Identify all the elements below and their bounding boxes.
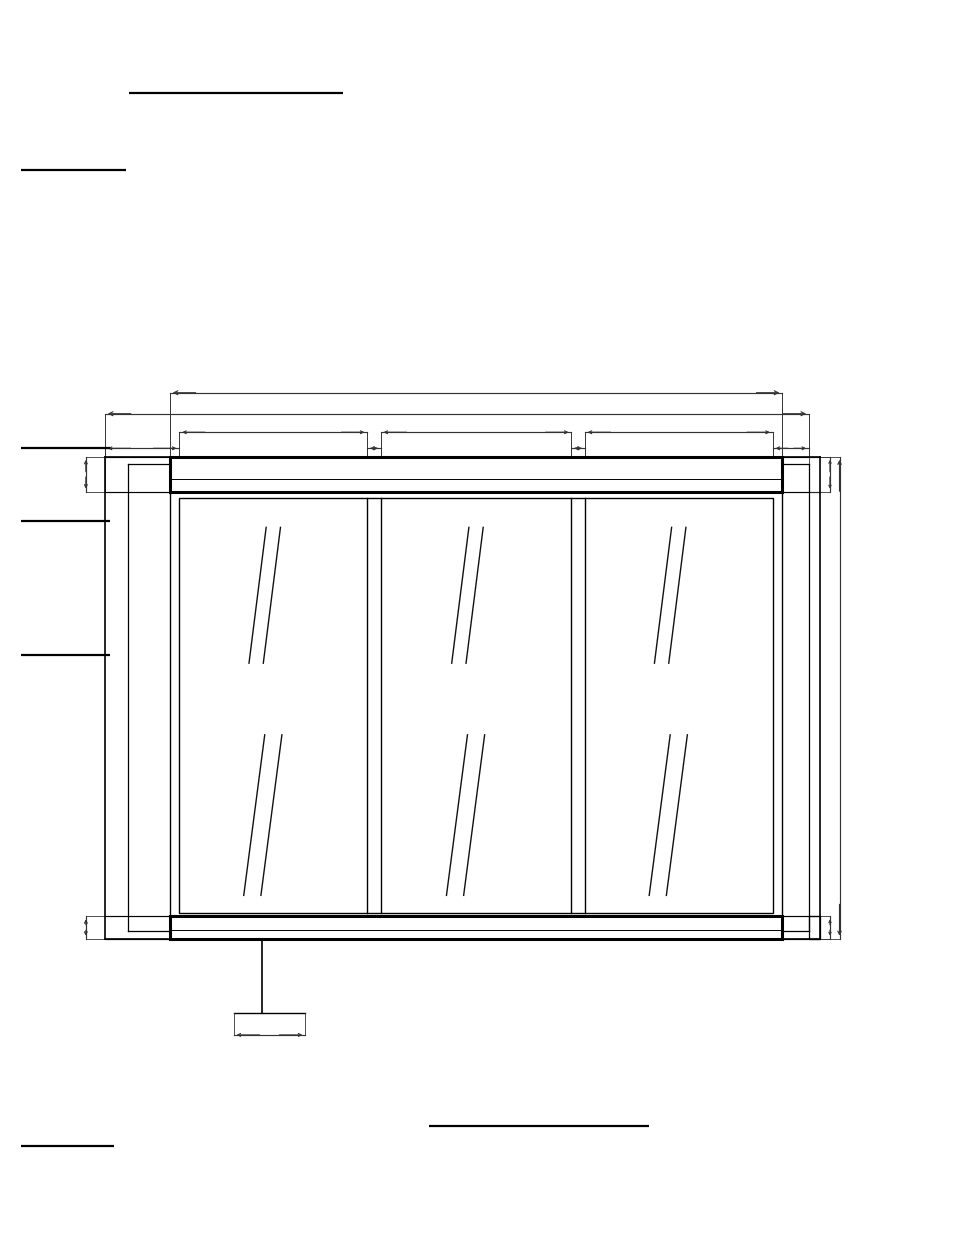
Bar <box>170 457 781 939</box>
Bar <box>170 916 781 939</box>
Bar <box>808 916 820 939</box>
Bar <box>170 457 781 492</box>
Bar <box>179 498 772 913</box>
